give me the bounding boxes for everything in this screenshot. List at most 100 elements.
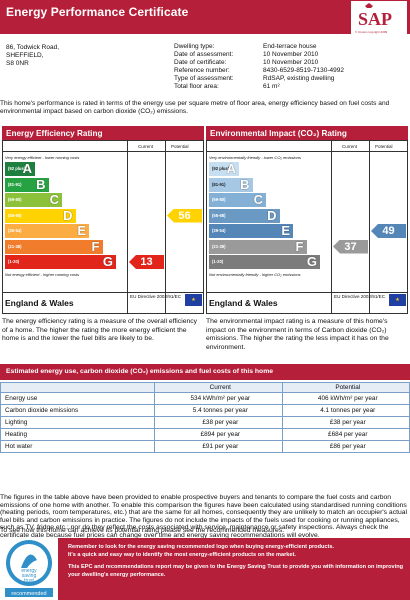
current-rating-arrow: 13 <box>129 255 164 269</box>
table-cell: £684 per year <box>281 428 410 441</box>
detail-value: 61 m² <box>263 83 280 90</box>
eu-flag-icon: ★ <box>185 294 202 306</box>
page-title: Energy Performance Certificate <box>6 5 189 19</box>
detail-value: End-terrace house <box>263 43 317 50</box>
energy-saving-trust-logo: energy saving trust recommended <box>0 538 58 600</box>
band-range: (39-54) <box>8 228 22 233</box>
table-cell: 406 kWh/m² per year <box>281 392 410 405</box>
eu-flag-icon: ★ <box>389 294 406 306</box>
band-letter: G <box>102 254 113 269</box>
band-range: (81-91) <box>8 181 22 187</box>
detail-value: 10 November 2010 <box>263 59 319 66</box>
band-letter: A <box>226 161 236 176</box>
footer-banner: Remember to look for the energy saving r… <box>58 538 410 600</box>
header-divider <box>206 151 408 152</box>
rating-band-b: (81-91) B <box>209 177 253 192</box>
property-address: 86, Todwick Road, SHEFFIELD, S8 0NR <box>6 44 59 68</box>
estimates-heading: Estimated energy use, carbon dioxide (CO… <box>0 364 410 380</box>
footer-divider <box>2 292 204 293</box>
address-line: 86, Todwick Road, <box>6 44 59 51</box>
column-divider <box>127 140 128 314</box>
table-cell: 5.4 tonnes per year <box>154 404 283 417</box>
band-range: (69-80) <box>8 197 22 202</box>
column-divider <box>369 140 370 314</box>
band-letter: A <box>22 161 32 176</box>
intro-text: This home's performance is rated in term… <box>0 100 390 116</box>
svg-text:recommended: recommended <box>11 591 46 597</box>
rating-band-a: (92 plus) A <box>209 161 239 176</box>
band-range: (81-91) <box>212 181 226 187</box>
table-header: Current <box>154 382 283 393</box>
band-range: (39-54) <box>212 228 226 233</box>
band-letter: D <box>63 207 73 223</box>
table-cell: 4.1 tonnes per year <box>281 404 410 417</box>
region-label: England & Wales <box>209 298 278 308</box>
potential-rating-arrow: 56 <box>167 208 202 223</box>
svg-text:trust: trust <box>24 578 34 584</box>
table-cell: Hot water <box>0 440 156 453</box>
estimates-table: Current Potential Energy use 534 kWh/m² pe… <box>0 382 410 453</box>
band-letter: C <box>49 192 59 207</box>
band-range: (69-80) <box>212 197 226 202</box>
rating-band-c: (69-80) C <box>209 192 266 207</box>
detail-key: Dwelling type: <box>174 43 215 50</box>
table-cell: £38 per year <box>154 416 283 429</box>
top-note: Very environmentally friendly - lower CO… <box>209 155 301 160</box>
band-letter: E <box>281 223 290 238</box>
band-letter: D <box>267 207 277 223</box>
table-cell: Energy use <box>0 392 156 405</box>
band-range: (92 plus) <box>8 166 26 171</box>
band-range: (21-38) <box>212 243 226 249</box>
band-letter: E <box>77 223 86 238</box>
band-range: (55-68) <box>212 212 226 218</box>
table-cell: £894 per year <box>154 428 283 441</box>
band-range: (1-20) <box>8 259 20 264</box>
table-cell: £91 per year <box>154 440 283 453</box>
svg-text:energy: energy <box>21 568 37 574</box>
environmental-impact-panel: Environmental Impact (CO₂) Rating Current… <box>206 126 408 404</box>
header-bar: Energy Performance Certificate SAP © Cro… <box>0 0 410 35</box>
address-line: SHEFFIELD, <box>6 52 44 59</box>
energy-efficiency-panel: Energy Efficiency Rating Current Potential… <box>2 126 204 404</box>
top-note: Very energy efficient - lower running co… <box>5 155 80 160</box>
potential-column-label: Potential <box>375 144 393 149</box>
footer-line: Remember to look for the energy saving r… <box>68 544 335 550</box>
detail-key: Total floor area: <box>174 83 219 90</box>
bottom-note: Not environmentally friendly - higher CO… <box>209 271 301 277</box>
property-details: Dwelling type: End-terrace house Date of … <box>174 43 344 91</box>
band-letter: F <box>295 238 304 254</box>
column-divider <box>331 140 332 314</box>
svg-text:© Crown copyright 2009: © Crown copyright 2009 <box>355 30 388 34</box>
detail-key: Type of assessment: <box>174 75 234 82</box>
bottom-note: Not energy efficient - higher running co… <box>5 271 80 277</box>
header-divider <box>2 151 204 152</box>
detail-value: RdSAP, existing dwelling <box>263 75 335 82</box>
rating-band-e: (39-54) E <box>5 223 89 238</box>
rating-band-a: (92 plus) A <box>5 161 35 176</box>
rating-band-f: (21-38) F <box>5 238 103 254</box>
rating-frame <box>206 140 408 314</box>
detail-key: Date of certificate: <box>174 59 227 66</box>
band-range: (21-38) <box>8 243 22 249</box>
current-rating-arrow: 37 <box>333 239 368 254</box>
band-letter: G <box>306 254 317 269</box>
current-column-label: Current <box>342 144 358 149</box>
current-column-label: Current <box>138 144 154 149</box>
column-divider <box>165 140 166 314</box>
table-header: Potential <box>281 382 410 393</box>
eu-directive: EU Directive 2002/91/EC <box>130 294 182 299</box>
table-cell: £38 per year <box>281 416 410 429</box>
eu-directive: EU Directive 2002/91/EC <box>334 294 386 299</box>
detail-value: 10 November 2010 <box>263 51 319 58</box>
rating-band-d: (55-68) D <box>209 207 280 223</box>
rating-band-c: (69-80) C <box>5 192 62 207</box>
band-letter: F <box>91 238 100 254</box>
band-letter: C <box>253 192 263 207</box>
panel-description: The environmental impact rating is a mea… <box>206 318 389 351</box>
figures-note: The figures in the table above have been… <box>0 494 408 539</box>
rating-band-e: (39-54) E <box>209 223 293 238</box>
panel-description: The energy efficiency rating is a measur… <box>2 318 198 342</box>
table-header <box>0 382 156 393</box>
table-cell: £86 per year <box>281 440 410 453</box>
footer-line: This EPC and recommendations report may … <box>68 564 404 578</box>
